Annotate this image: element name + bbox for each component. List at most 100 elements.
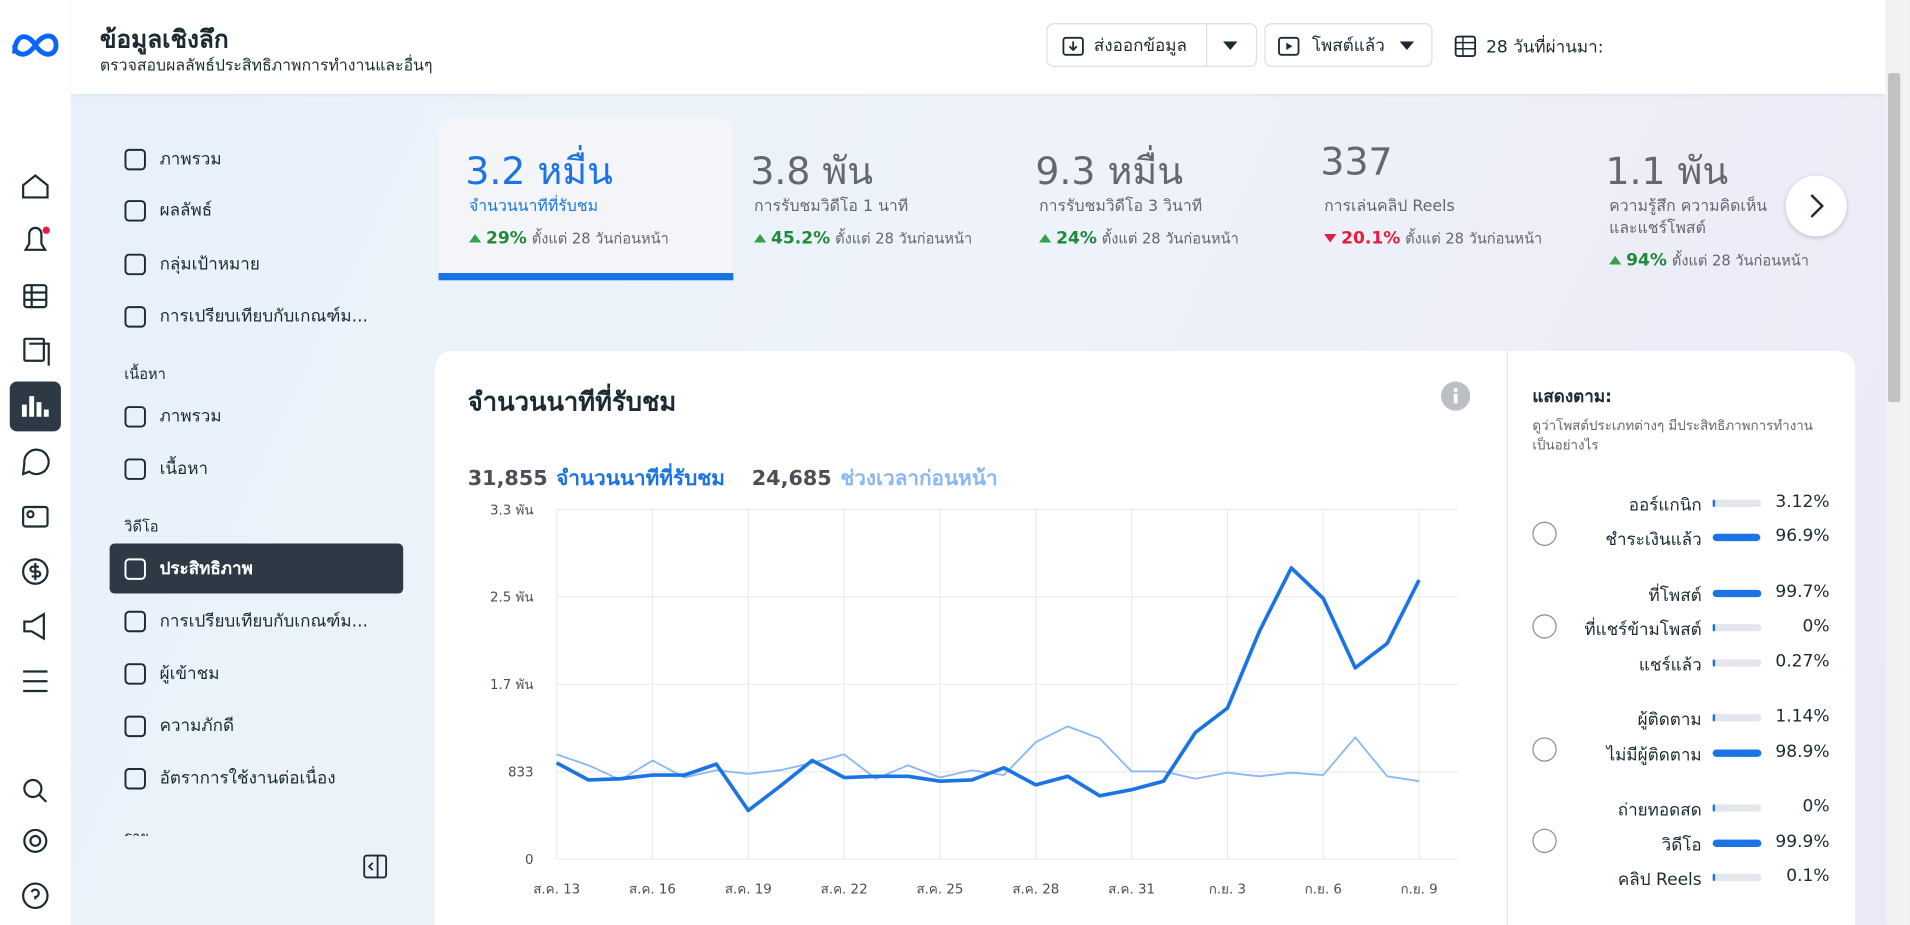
icon-shape xyxy=(124,558,146,580)
line-chart: 0 833 1.7 พัน 2.5 พัน 3.3 พันส.ค. 13 ส.ค. 16 ส… xyxy=(490,503,1459,897)
legend-total: 31,855 xyxy=(467,466,548,492)
radio-button[interactable] xyxy=(1532,521,1557,546)
export-button[interactable]: ส่งออกข้อมูล xyxy=(1046,23,1258,68)
nav-icon xyxy=(124,406,146,428)
nav-icon xyxy=(124,200,146,222)
row-label: ที่โพสต์ xyxy=(1648,586,1702,606)
y-tick-label: 1.7 พัน xyxy=(490,678,534,693)
nav-icon xyxy=(124,663,146,685)
info-icon[interactable] xyxy=(1441,381,1471,411)
metric-card[interactable]: 1.1 พัน ความรู้สึก ความคิดเห็น และแชร์โพส… xyxy=(1579,118,1874,280)
metric-value: 3.2 หมื่น xyxy=(465,149,613,194)
chart-title: จำนวนนาทีที่รับชม xyxy=(467,387,677,417)
filter-label: โพสต์แล้ว xyxy=(1311,36,1385,57)
page-subtitle: ตรวจสอบผลลัพธ์ประสิทธิภาพการทำงานและอื่น… xyxy=(99,57,433,76)
nav-icon xyxy=(124,458,146,480)
nav-icon xyxy=(124,148,146,171)
up-arrow xyxy=(1039,233,1052,243)
nav-item[interactable]: ภาพรวม xyxy=(159,407,222,427)
panel-divider xyxy=(1506,350,1509,925)
nav-heading: เนื้อหา xyxy=(124,365,166,383)
selected-indicator xyxy=(438,272,734,281)
row-label: ผู้ติดตาม xyxy=(1637,710,1702,731)
x-tick-label: ส.ค. 19 xyxy=(725,882,772,897)
up-arrow xyxy=(468,233,482,243)
legend-name: จำนวนนาทีที่รับชม xyxy=(556,466,725,492)
metric-card[interactable]: 3.2 หมื่นจำนวนนาทีที่รับชม 29% ตั้งแต่ 28 … xyxy=(438,118,734,281)
rail-icons xyxy=(9,33,61,910)
bar-track xyxy=(1712,659,1762,667)
divider xyxy=(1205,24,1208,66)
metric-card[interactable]: 9.3 หมื่น การรับชมวิดีโอ 3 วินาที 24% ตั้งแ… xyxy=(1009,118,1304,280)
row-percent: 0.27% xyxy=(1775,652,1830,672)
metric-label: จำนวนนาทีที่รับชม xyxy=(468,197,599,216)
metric-change: 45.2% ตั้งแต่ 28 วันก่อนหน้า xyxy=(754,228,972,251)
metric-value: 3.8 พัน xyxy=(750,149,874,194)
nav-item[interactable]: ผลลัพธ์ xyxy=(159,201,213,221)
scroll-thumb[interactable] xyxy=(1888,73,1901,403)
nav-item[interactable]: ภาพรวม xyxy=(159,149,222,170)
date-range[interactable]: 28 วันที่ผ่านมา: xyxy=(1486,37,1604,58)
bar xyxy=(1712,839,1762,847)
x-tick-label: ก.ย. 6 xyxy=(1305,882,1342,897)
radio-button[interactable] xyxy=(1532,613,1557,638)
nav-item[interactable]: การเปรียบเทียบกับเกณฑ์ม... xyxy=(159,611,368,632)
change-value: 24% xyxy=(1056,229,1097,249)
row-label: ไม่มีผู้ติดตาม xyxy=(1606,745,1702,766)
notification-dot xyxy=(42,226,50,234)
bar xyxy=(1712,873,1716,882)
nav-icon xyxy=(124,253,146,276)
x-tick-label: ส.ค. 13 xyxy=(533,882,580,897)
metric-card[interactable]: 337 การเล่นคลิป Reels 20.1% ตั้งแต่ 28 วันก… xyxy=(1294,118,1589,280)
nav-item[interactable]: ประสิทธิภาพ xyxy=(159,559,253,579)
metric-card[interactable]: 3.8 พัน การรับชมวิดีโอ 1 นาที 45.2% ตั้งแต่… xyxy=(724,118,1019,280)
change-since: ตั้งแต่ 28 วันก่อนหน้า xyxy=(1671,252,1809,270)
bar xyxy=(1712,589,1762,598)
radio-button[interactable] xyxy=(1532,736,1557,762)
nav-icon xyxy=(124,610,146,633)
arrow-shape xyxy=(754,233,767,243)
y-tick-label: 3.3 พัน xyxy=(490,503,534,518)
nav-item[interactable]: เนื้อหา xyxy=(159,459,209,479)
row-percent: 96.9% xyxy=(1775,526,1830,546)
icon-shape xyxy=(124,610,146,633)
bar xyxy=(1712,714,1716,722)
legend: 31,855 จำนวนนาทีที่รับชม 24,685 ช่วงเวลาก่อ… xyxy=(468,462,998,495)
bar-track xyxy=(1712,499,1762,507)
row-percent: 3.12% xyxy=(1775,492,1830,512)
row-percent: 0% xyxy=(1802,616,1830,637)
row-label: วิดีโอ xyxy=(1661,836,1702,856)
change-since: ตั้งแต่ 28 วันก่อนหน้า xyxy=(835,230,973,248)
nav-item[interactable]: กลุ่มเป้าหมาย xyxy=(159,254,260,275)
radio-button[interactable] xyxy=(1532,828,1557,853)
change-since: ตั้งแต่ 28 วันก่อนหน้า xyxy=(1101,230,1239,248)
metric-change: 29% ตั้งแต่ 28 วันก่อนหน้า xyxy=(468,228,669,251)
video-icon xyxy=(1278,36,1300,56)
filter-button[interactable]: โพสต์แล้ว xyxy=(1264,23,1433,68)
bar xyxy=(1712,749,1761,757)
nav-icon xyxy=(124,715,146,738)
up-arrow xyxy=(1609,255,1622,265)
next-button[interactable] xyxy=(1785,175,1847,237)
row-percent: 99.9% xyxy=(1775,832,1830,852)
nav-item[interactable]: อัตราการใช้งานต่อเนื่อง xyxy=(159,768,336,789)
nav-item[interactable]: ความภักดี xyxy=(159,716,235,737)
icon-shape xyxy=(124,148,146,171)
row-label: ที่แชร์ข้ามโพสต์ xyxy=(1584,620,1702,640)
metric-change: 24% ตั้งแต่ 28 วันก่อนหน้า xyxy=(1039,228,1239,251)
icon-shape xyxy=(124,768,146,790)
nav-icon xyxy=(124,306,146,328)
active-nav-bg xyxy=(109,543,404,594)
row-percent: 0% xyxy=(1802,797,1830,817)
x-tick-label: ส.ค. 22 xyxy=(821,882,868,897)
x-tick-label: ก.ย. 9 xyxy=(1400,882,1437,897)
metric-value: 1.1 พัน xyxy=(1605,149,1729,194)
download-icon xyxy=(1062,36,1084,56)
nav-item[interactable]: การเปรียบเทียบกับเกณฑ์ม... xyxy=(159,307,368,327)
arrow-shape xyxy=(468,233,482,243)
change-value: 45.2% xyxy=(771,229,831,249)
bar-track xyxy=(1712,873,1762,882)
nav-item[interactable]: ผู้เข้าชม xyxy=(159,664,220,684)
arrow-shape xyxy=(1039,233,1052,243)
